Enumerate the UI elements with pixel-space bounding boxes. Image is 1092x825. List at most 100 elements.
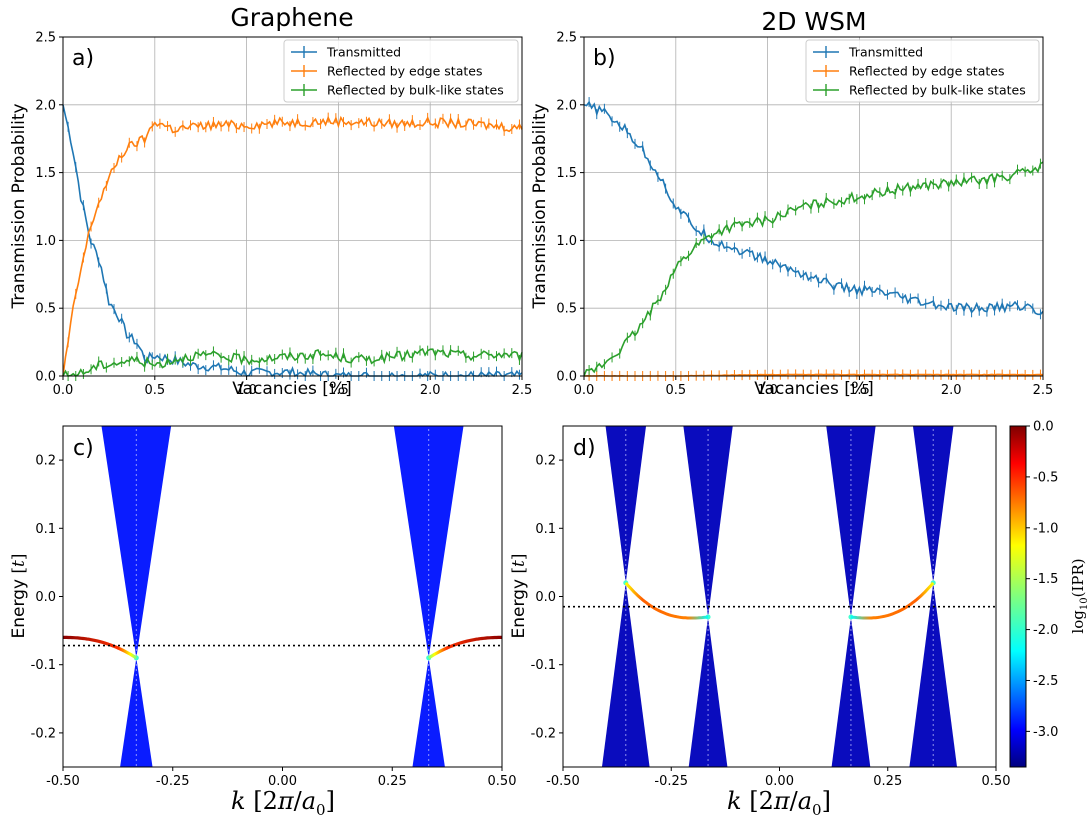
x-tick-label: 0.00	[268, 774, 297, 789]
panel-label-b: b)	[593, 46, 616, 71]
series-line-transmitted	[583, 100, 1044, 316]
x-tick-label: 0.0	[53, 383, 74, 398]
colorbar-tick-label: -1.5	[1033, 572, 1058, 587]
y-tick-label: 0.1	[35, 522, 56, 537]
series-line-reflected-by-edge-states	[62, 115, 523, 377]
edge-state-arc	[624, 581, 709, 620]
colorbar-tick-label: -2.0	[1033, 623, 1058, 638]
plot-frame	[62, 36, 523, 377]
y-tick-label: 1.0	[35, 234, 56, 249]
bulk-band-cone	[826, 426, 876, 617]
y-axis-label: Transmission Probability	[9, 103, 29, 309]
colorbar: 0.0 -0.5 -1.0 -1.5 -2.0 -2.5 -3.0 log10(IPR)	[1009, 420, 1090, 768]
colorbar-tick-label: -3.0	[1033, 725, 1058, 740]
y-axis-label: Transmission Probability	[530, 103, 550, 309]
bulk-band-cone	[683, 426, 733, 617]
colorbar-tick-label: 0.0	[1033, 420, 1054, 435]
y-axis-label: Energy [t]	[9, 553, 29, 638]
series-line-reflected-by-bulk-like-states	[583, 161, 1044, 377]
y-tick-label: -0.1	[31, 658, 56, 673]
y-tick-label: 0.0	[35, 370, 56, 385]
x-tick-label: -0.25	[654, 774, 688, 789]
svg-text:Energy [t]: Energy [t]	[509, 553, 529, 638]
y-tick-label: -0.1	[531, 658, 556, 673]
legend-label: Reflected by bulk-like states	[849, 83, 1026, 98]
x-axis-label: Vacancies [%]	[232, 379, 351, 399]
x-tick-label: 0.25	[378, 774, 407, 789]
x-tick-label: 0.5	[665, 383, 686, 398]
svg-text:k [2π/a0]: k [2π/a0]	[727, 787, 831, 819]
legend-label: Reflected by edge states	[849, 64, 1004, 79]
legend: Transmitted Reflected by edge states Refle…	[805, 39, 1040, 103]
y-tick-label: 2.5	[35, 31, 56, 46]
x-tick-label: 1.5	[849, 383, 870, 398]
x-tick-label: 2.5	[1033, 383, 1054, 398]
y-tick-label: 2.0	[35, 98, 56, 113]
panel-label-a: a)	[72, 46, 94, 71]
legend-label: Transmitted	[326, 45, 401, 60]
bulk-band-cone	[120, 657, 153, 767]
x-tick-label: 0.5	[144, 383, 165, 398]
x-axis-label: Vacancies [%]	[754, 379, 873, 399]
panel-b-transmission-wsm: 0.0 0.5 1.0 1.5 2.0 2.50.00.51.01.52.02.5 b) …	[530, 31, 1053, 400]
bulk-band-cone	[412, 657, 445, 767]
y-tick-label: 1.5	[35, 166, 56, 181]
y-tick-label: -0.2	[31, 726, 56, 741]
bulk-band-cone	[101, 426, 172, 658]
edge-state-arc	[850, 581, 935, 620]
x-tick-label: 2.5	[512, 383, 533, 398]
panel-label-d: d)	[573, 436, 596, 461]
legend-label: Reflected by bulk-like states	[327, 83, 504, 98]
svg-text:log10(IPR): log10(IPR)	[1069, 558, 1090, 633]
y-tick-label: 2.5	[556, 31, 577, 46]
y-tick-label: 0.0	[35, 590, 56, 605]
panel-a-title: Graphene	[230, 3, 353, 32]
series-line-reflected-by-bulk-like-states	[62, 347, 523, 377]
series-line-transmitted	[62, 104, 523, 378]
colorbar-gradient	[1009, 425, 1027, 768]
y-tick-label: 1.0	[556, 234, 577, 249]
x-tick-label: 1.0	[757, 383, 778, 398]
colorbar-tick-label: -0.5	[1033, 470, 1058, 485]
panel-a-transmission-graphene: 0.0 0.5 1.0 1.5 2.0 2.50.00.51.01.52.02.5 a) …	[9, 31, 532, 400]
x-tick-label: 0.50	[982, 774, 1011, 789]
panel-b-title: 2D WSM	[761, 7, 866, 36]
y-tick-label: 0.5	[556, 302, 577, 317]
bulk-band-cone	[831, 616, 871, 767]
y-tick-label: 0.5	[35, 302, 56, 317]
y-tick-label: 0.2	[535, 454, 556, 469]
x-tick-label: 1.0	[236, 383, 257, 398]
y-tick-label: 2.0	[556, 98, 577, 113]
y-tick-label: 1.5	[556, 166, 577, 181]
y-tick-label: -0.2	[531, 726, 556, 741]
y-tick-label: 0.0	[535, 590, 556, 605]
bulk-band-cone	[393, 426, 464, 658]
panel-d-bands-wsm: -0.50 -0.25 0.00 0.25 0.50-0.2-0.10.00.10.2 …	[509, 425, 1011, 819]
svg-text:Energy [t]: Energy [t]	[9, 553, 29, 638]
svg-text:k [2π/a0]: k [2π/a0]	[231, 787, 335, 819]
y-tick-label: 0.2	[35, 454, 56, 469]
bulk-band-cone	[688, 616, 728, 767]
x-axis-label: k [2π/a0]	[727, 787, 831, 819]
edge-state-curve	[63, 635, 138, 660]
legend-label: Reflected by edge states	[327, 64, 482, 79]
x-tick-label: 2.0	[420, 383, 441, 398]
legend-label: Transmitted	[848, 45, 923, 60]
panel-label-c: c)	[73, 436, 94, 461]
y-axis-label: Energy [t]	[509, 553, 529, 638]
x-tick-label: 1.5	[328, 383, 349, 398]
x-tick-label: 0.50	[488, 774, 517, 789]
colorbar-tick-label: -1.0	[1033, 521, 1058, 536]
edge-state-curve	[427, 635, 502, 660]
x-tick-label: -0.25	[156, 774, 190, 789]
y-tick-label: 0.0	[556, 370, 577, 385]
x-tick-label: 0.0	[574, 383, 595, 398]
x-tick-label: 0.25	[873, 774, 902, 789]
panel-c-bands-graphene: -0.50 -0.25 0.00 0.25 0.50-0.2-0.10.00.10.2 …	[9, 425, 517, 819]
y-tick-label: 0.1	[535, 522, 556, 537]
x-tick-label: 0.00	[765, 774, 794, 789]
colorbar-tick-label: -2.5	[1033, 674, 1058, 689]
plot-frame	[583, 36, 1044, 377]
x-axis-label: k [2π/a0]	[231, 787, 335, 819]
